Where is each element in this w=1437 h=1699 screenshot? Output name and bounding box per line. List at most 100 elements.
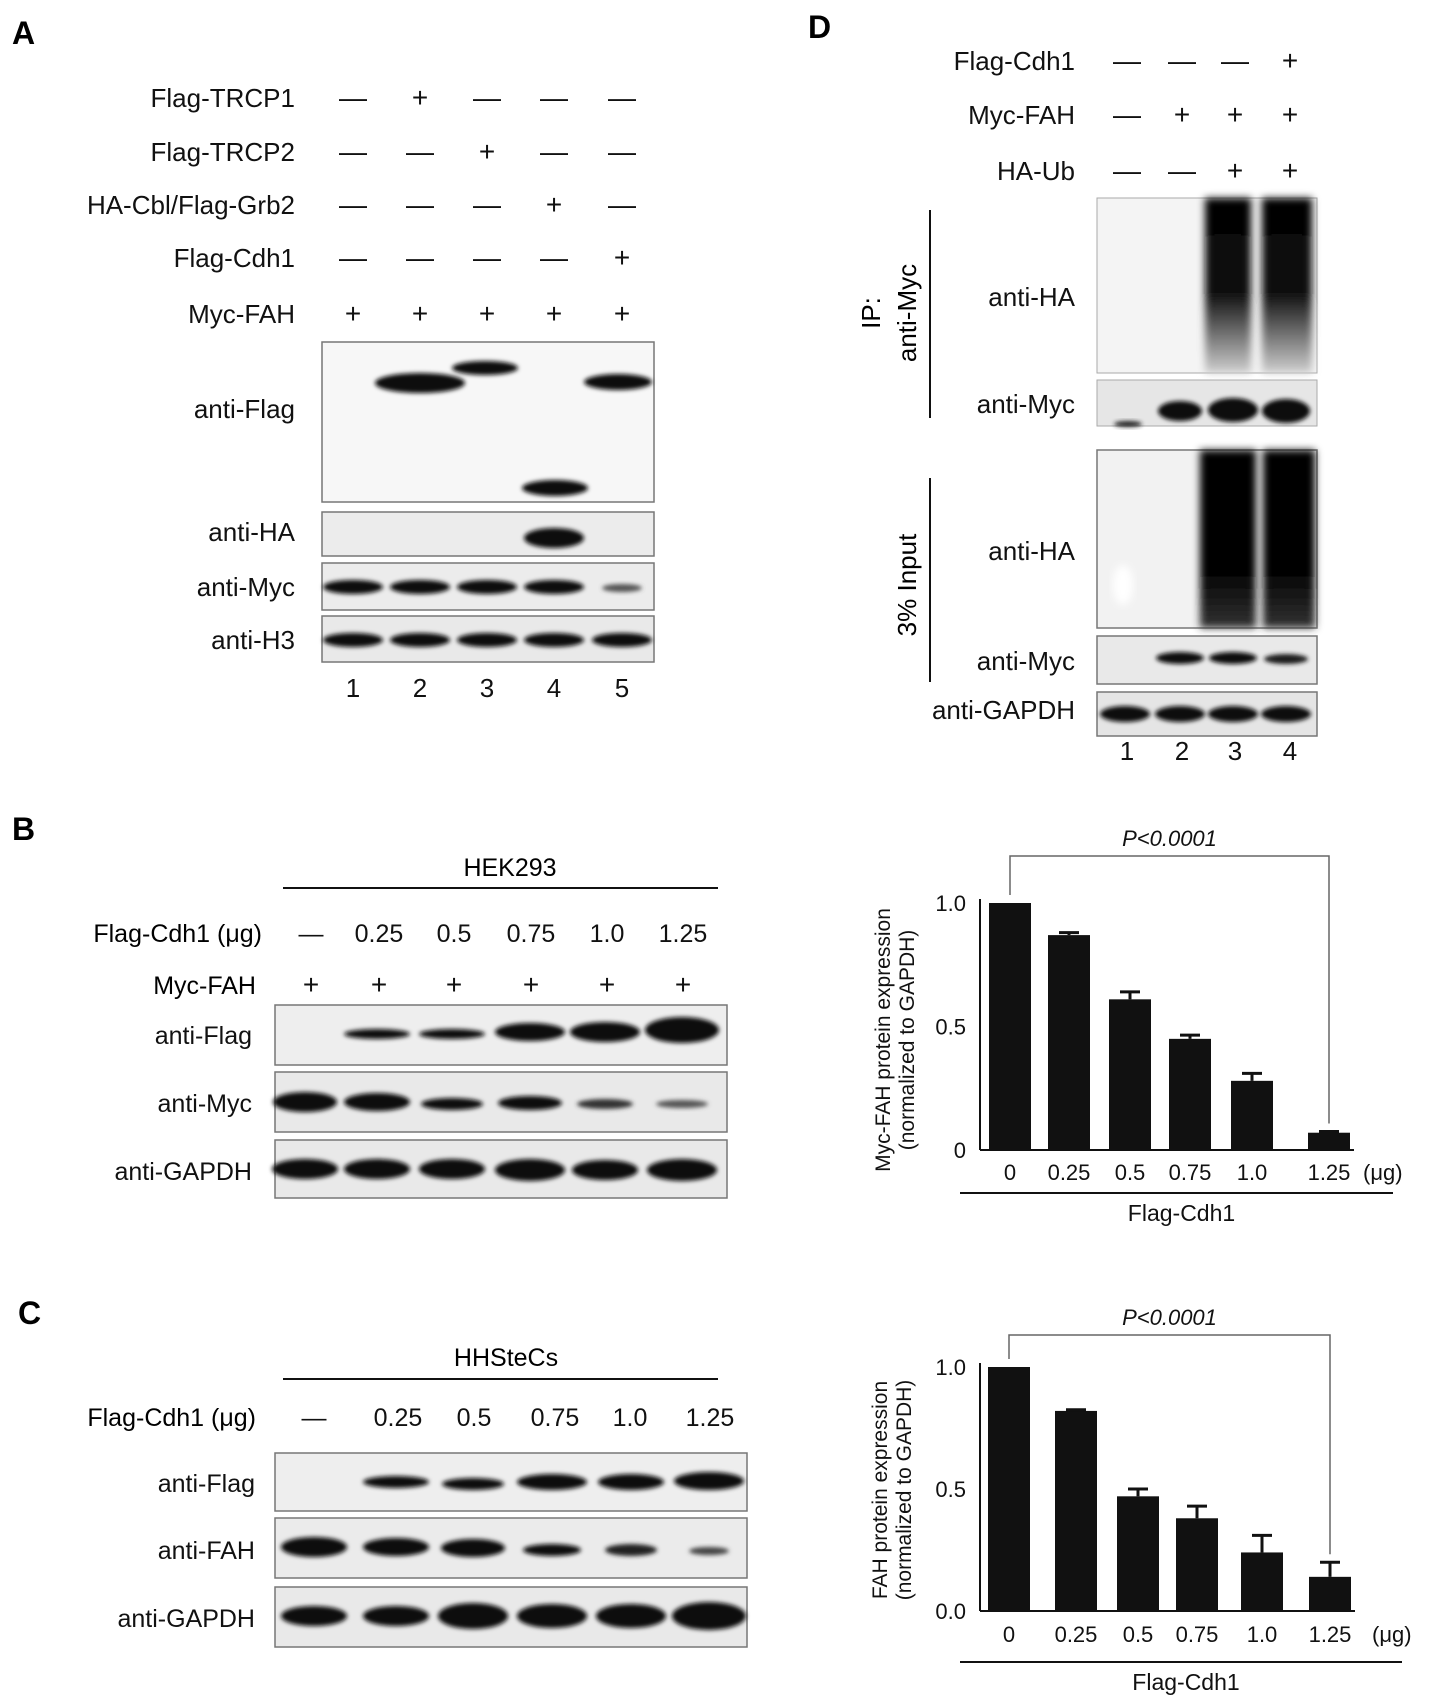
panel-letter-a: A — [12, 15, 35, 51]
band-b-myc-1 — [273, 1092, 337, 1112]
x-tick-label: 1.25 — [1309, 1622, 1352, 1647]
band-a-h3-3 — [457, 633, 517, 647]
bands-c — [281, 1472, 746, 1630]
dose-b: — — [299, 920, 324, 948]
sign-a: — — [339, 242, 367, 273]
blot-label-d-in-myc: anti-Myc — [977, 646, 1075, 676]
band-c-gapdh-6 — [672, 1602, 746, 1630]
sign-a: — — [608, 136, 636, 167]
blot-label-d-ip-ha: anti-HA — [988, 282, 1075, 312]
sign-d: + — [1282, 45, 1298, 76]
blot-label-c: anti-GAPDH — [117, 1605, 255, 1633]
x-tick-label: 0.5 — [1123, 1622, 1154, 1647]
y-tick-label: 0.0 — [935, 1599, 966, 1624]
sign-a: — — [406, 242, 434, 273]
band-a-h3-4 — [524, 633, 584, 647]
ip-label-2: anti-Myc — [892, 264, 922, 362]
blot-label-c: anti-Flag — [158, 1470, 255, 1498]
x-tick-label: 1.25 — [1308, 1160, 1351, 1185]
panel-c: C HHSteCs Flag-Cdh1 (μg) — 0.25 0.5 0.75 1.0… — [18, 1295, 748, 1648]
band-a-flag-2 — [375, 373, 465, 393]
panel-letter-d: D — [808, 9, 831, 45]
y-tick-label: 0.5 — [935, 1477, 966, 1502]
ip-label: IP: — [856, 297, 886, 329]
sign-b: + — [371, 969, 387, 1000]
band-a-h3-5 — [592, 633, 652, 647]
band-d-ip-myc-3 — [1208, 398, 1258, 422]
x-tick-label: 1.0 — [1247, 1622, 1278, 1647]
sign-d: + — [1174, 99, 1190, 130]
band-b-gapdh-3 — [419, 1159, 485, 1179]
sign-a: — — [608, 189, 636, 220]
sign-a: + — [479, 298, 495, 329]
lane-number-a: 3 — [480, 673, 494, 703]
band-a-h3-1 — [323, 633, 383, 647]
blot-label-c: anti-FAH — [158, 1537, 255, 1565]
sign-a: + — [546, 189, 562, 220]
sign-a: — — [473, 242, 501, 273]
bar — [988, 1367, 1030, 1611]
x-tick-label: 0.25 — [1055, 1622, 1098, 1647]
lane-number-a: 5 — [615, 673, 629, 703]
cell-line-b: HEK293 — [463, 854, 556, 882]
cell-line-c: HHSteCs — [454, 1344, 558, 1372]
x-unit-label: (μg) — [1363, 1160, 1403, 1185]
lane-number-d: 3 — [1228, 736, 1242, 766]
sign-d: — — [1168, 155, 1196, 186]
y-tick-label: 0 — [954, 1138, 966, 1163]
band-c-fah-4 — [523, 1544, 581, 1556]
sign-d: — — [1113, 155, 1141, 186]
smear-d-ip-ha-4 — [1262, 198, 1312, 373]
dose-c: 0.5 — [457, 1404, 492, 1432]
panel-b: B HEK293 Flag-Cdh1 (μg) — 0.25 0.5 0.75 1.0 1… — [12, 811, 728, 1199]
bar — [1241, 1552, 1283, 1611]
dose-label-c: Flag-Cdh1 (μg) — [87, 1404, 256, 1432]
condition-label-a: Myc-FAH — [188, 299, 295, 329]
band-c-flag-5 — [598, 1474, 664, 1490]
x-axis-label: Flag-Cdh1 — [1128, 1200, 1235, 1226]
blot-c-flag — [274, 1452, 748, 1512]
dose-b: 1.25 — [659, 920, 708, 948]
bar — [1309, 1576, 1351, 1611]
sign-d: + — [1227, 99, 1243, 130]
lane-number-a: 2 — [413, 673, 427, 703]
bar-chart-myc-fah: 0 0.5 1.0 0 0.25 0.5 0.75 1.0 1.25 (μg) Flag-Cdh1 M… — [872, 826, 1403, 1226]
band-d-ip-myc-2 — [1158, 401, 1202, 421]
dose-c: 1.0 — [613, 1404, 648, 1432]
band-d-gapdh-1 — [1100, 706, 1150, 722]
x-tick-label: 0.25 — [1048, 1160, 1091, 1185]
band-c-gapdh-5 — [596, 1604, 666, 1628]
panel-a: A Flag-TRCP1 — + — — — Flag-TRCP2 — — + — — HA-Cbl/F… — [12, 15, 655, 703]
sign-b: + — [599, 969, 615, 1000]
sign-a: + — [546, 298, 562, 329]
sign-a: — — [339, 189, 367, 220]
band-b-flag-2 — [344, 1029, 410, 1039]
band-a-myc-3 — [457, 580, 517, 594]
sign-d: — — [1221, 45, 1249, 76]
dose-label-b: Flag-Cdh1 (μg) — [93, 920, 262, 948]
myc-label-b: Myc-FAH — [153, 972, 256, 1000]
y-tick-label: 0.5 — [935, 1015, 966, 1040]
condition-label-d: Flag-Cdh1 — [954, 46, 1075, 76]
significance-bracket — [1008, 1334, 1331, 1555]
sign-d: — — [1113, 99, 1141, 130]
x-tick-label: 0.5 — [1115, 1160, 1146, 1185]
sign-d: — — [1168, 45, 1196, 76]
x-tick-label: 0.75 — [1169, 1160, 1212, 1185]
smear-d-in-ha-4 — [1263, 450, 1315, 628]
significance-label: P<0.0001 — [1122, 826, 1217, 851]
condition-label-d: Myc-FAH — [968, 100, 1075, 130]
band-a-myc-4 — [524, 580, 584, 594]
band-a-h3-2 — [390, 633, 450, 647]
significance-bracket — [1009, 855, 1330, 1124]
band-a-ha-4 — [524, 528, 584, 548]
band-a-myc-5 — [602, 584, 642, 592]
band-a-flag-4 — [522, 480, 588, 496]
blot-c-fah — [274, 1517, 748, 1579]
blot-a-ha — [321, 511, 655, 557]
dose-b: 1.0 — [590, 920, 625, 948]
sign-a: — — [540, 242, 568, 273]
band-c-fah-5 — [605, 1544, 657, 1556]
sign-a: — — [608, 82, 636, 113]
y-axis-label: FAH protein expression — [869, 1381, 892, 1599]
